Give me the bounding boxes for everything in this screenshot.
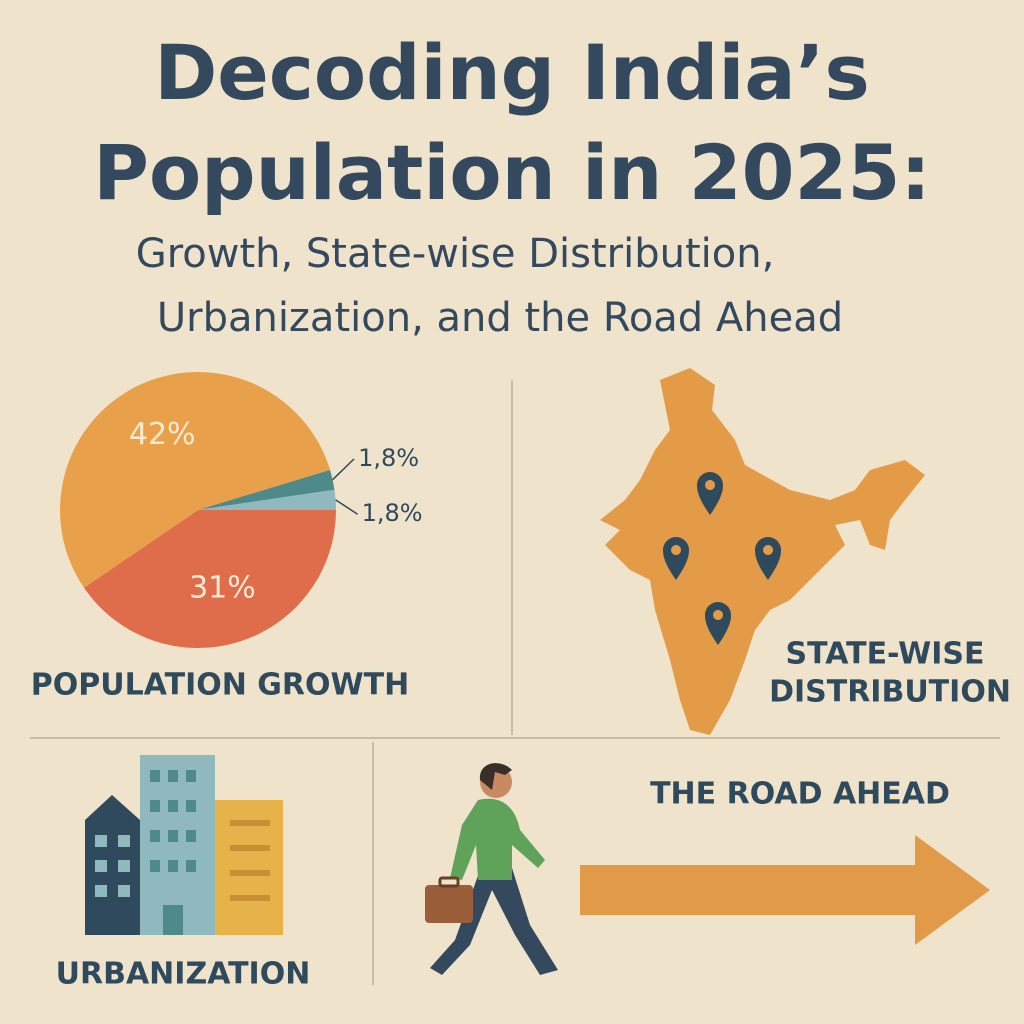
pie-slice <box>84 510 336 649</box>
buildings-icon <box>85 755 283 935</box>
leader-line <box>332 458 355 481</box>
map-label: STATE-WISE <box>785 637 984 672</box>
slice-label: 42% <box>129 417 196 452</box>
urbanization-label: URBANIZATION <box>56 957 311 992</box>
arrow <box>580 835 990 945</box>
subtitle-line: Urbanization, and the Road Ahead <box>157 295 843 341</box>
map-pins <box>663 472 781 645</box>
leader-line <box>335 499 358 515</box>
subtitle-line: Growth, State-wise Distribution, <box>136 231 775 277</box>
pie-slice <box>60 371 331 588</box>
road-label: THE ROAD AHEAD <box>650 777 950 812</box>
chart-title: POPULATION GROWTH <box>31 668 409 703</box>
title-line: Population in 2025: <box>93 128 930 217</box>
pie-slice <box>198 489 336 510</box>
title-line: Decoding India’s <box>154 28 870 117</box>
pie-slice <box>198 469 335 510</box>
slice-label: 31% <box>189 571 256 606</box>
slice-label: 1,8% <box>362 499 423 527</box>
map-label: DISTRIBUTION <box>769 675 1011 710</box>
walking-man <box>425 763 558 975</box>
pie-chart: 31% 42% 1,8% 1,8% <box>60 371 423 649</box>
slice-label: 1,8% <box>358 444 419 472</box>
